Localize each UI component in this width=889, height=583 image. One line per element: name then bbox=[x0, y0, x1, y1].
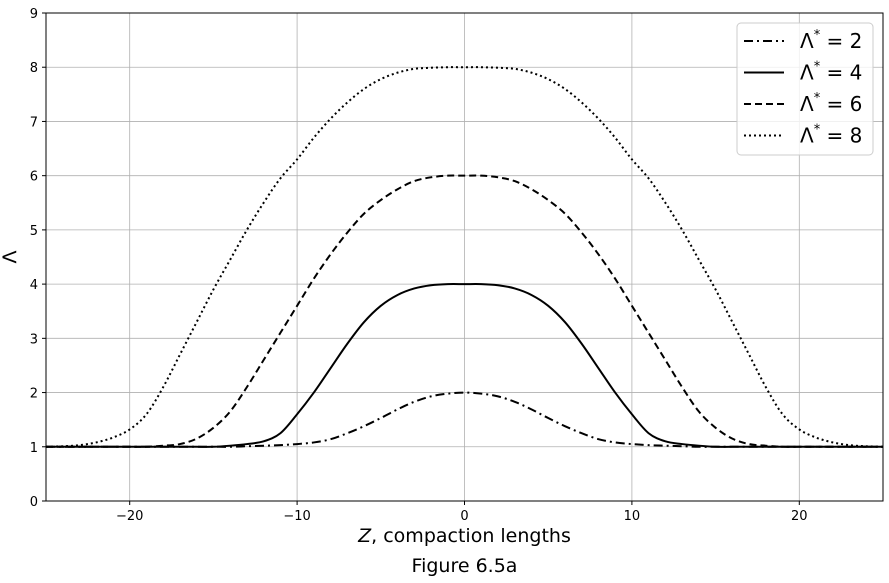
y-tick-label: 6 bbox=[30, 170, 38, 185]
legend-label-superscript: * bbox=[814, 60, 821, 75]
legend-label: Λ* = 6 bbox=[800, 91, 862, 116]
y-tick-label: 5 bbox=[30, 224, 38, 239]
axis-ticks: −20 −10 0 10 20 0 1 2 3 4 5 6 7 8 9 bbox=[30, 7, 808, 524]
y-tick-label: 9 bbox=[30, 7, 38, 22]
y-tick-label: 0 bbox=[30, 495, 38, 510]
legend-label-value: = 4 bbox=[820, 61, 862, 85]
figure-caption: Figure 6.5a bbox=[412, 555, 518, 577]
y-axis-label: Λ bbox=[0, 251, 21, 264]
y-tick-label: 3 bbox=[30, 332, 38, 347]
y-tick-label: 1 bbox=[30, 441, 38, 456]
x-tick-label: −20 bbox=[116, 509, 143, 524]
y-tick-label: 7 bbox=[30, 115, 38, 130]
x-axis-label-variable: Z bbox=[357, 525, 372, 547]
legend-label-value: = 2 bbox=[820, 29, 862, 53]
legend-label-superscript: * bbox=[814, 91, 821, 106]
legend-label: Λ* = 2 bbox=[800, 28, 862, 53]
legend: Λ* = 2Λ* = 4Λ* = 6Λ* = 8 bbox=[736, 22, 874, 156]
legend-label-symbol: Λ bbox=[800, 92, 814, 116]
legend-label-symbol: Λ bbox=[800, 29, 814, 53]
y-tick-label: 8 bbox=[30, 61, 38, 76]
legend-label-superscript: * bbox=[814, 123, 821, 138]
legend-box bbox=[736, 22, 874, 156]
legend-label-value: = 6 bbox=[820, 92, 862, 116]
x-axis-label: Z, compaction lengths bbox=[357, 525, 571, 547]
legend-label-superscript: * bbox=[814, 28, 821, 43]
legend-label: Λ* = 4 bbox=[800, 60, 862, 85]
x-tick-label: 20 bbox=[791, 509, 808, 524]
x-tick-label: −10 bbox=[283, 509, 310, 524]
legend-label-symbol: Λ bbox=[800, 124, 814, 148]
legend-label-value: = 8 bbox=[820, 124, 862, 148]
series-line-3 bbox=[46, 174, 883, 448]
legend-label-symbol: Λ bbox=[800, 61, 814, 85]
series-line-2 bbox=[46, 283, 883, 448]
y-tick-label: 4 bbox=[30, 278, 38, 293]
x-axis-label-text: , compaction lengths bbox=[371, 525, 571, 547]
x-tick-label: 10 bbox=[624, 509, 641, 524]
x-tick-label: 0 bbox=[460, 509, 468, 524]
plot-lines bbox=[45, 66, 884, 448]
y-tick-label: 2 bbox=[30, 387, 38, 402]
legend-label: Λ* = 8 bbox=[800, 123, 862, 148]
